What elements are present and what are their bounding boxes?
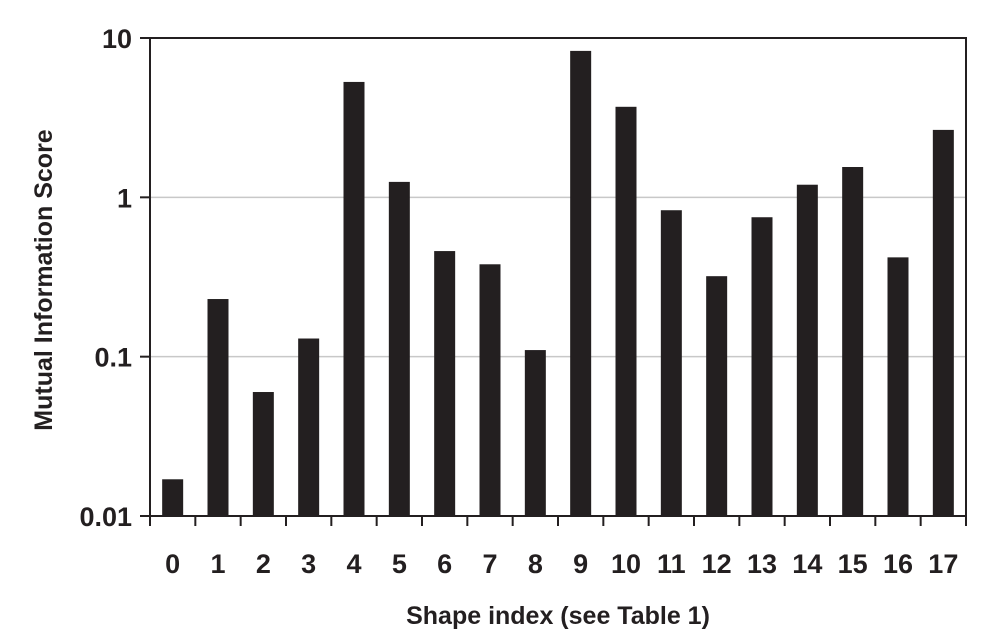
bar-16 <box>887 257 909 516</box>
bars-layer <box>162 50 954 517</box>
y-tick-label-1: 1 <box>117 183 132 213</box>
x-tick-label-14: 14 <box>792 549 822 579</box>
bar-0 <box>162 479 184 516</box>
bar-1 <box>207 299 229 516</box>
y-axis-title: Mutual Information Score <box>30 129 58 431</box>
bar-11 <box>660 210 682 516</box>
bar-7 <box>479 264 501 516</box>
bar-5 <box>388 181 410 516</box>
bar-4 <box>343 81 365 517</box>
x-tick-label-12: 12 <box>702 549 732 579</box>
x-tick-label-5: 5 <box>392 549 407 579</box>
bar-8 <box>524 350 546 516</box>
x-tick-label-13: 13 <box>747 549 777 579</box>
bar-13 <box>751 217 773 516</box>
y-tick-label-0.01: 0.01 <box>79 502 132 532</box>
bar-15 <box>842 167 864 517</box>
x-tick-label-16: 16 <box>883 549 913 579</box>
x-tick-label-9: 9 <box>573 549 588 579</box>
y-tick-label-10: 10 <box>102 24 132 54</box>
bar-10 <box>615 106 637 516</box>
bar-14 <box>796 184 818 517</box>
x-tick-label-8: 8 <box>528 549 543 579</box>
bar-17 <box>932 129 954 516</box>
x-tick-label-7: 7 <box>482 549 497 579</box>
bar-6 <box>434 251 456 516</box>
bar-9 <box>570 50 592 517</box>
bar-12 <box>706 276 728 516</box>
x-tick-label-3: 3 <box>301 549 316 579</box>
axes-layer <box>140 37 967 526</box>
x-tick-label-2: 2 <box>256 549 271 579</box>
bar-2 <box>252 392 274 516</box>
bar-3 <box>298 338 320 516</box>
x-axis-title: Shape index (see Table 1) <box>406 602 710 630</box>
x-tick-label-10: 10 <box>611 549 641 579</box>
x-tick-label-0: 0 <box>165 549 180 579</box>
x-tick-label-4: 4 <box>346 549 361 579</box>
x-tick-label-1: 1 <box>210 549 225 579</box>
x-tick-label-6: 6 <box>437 549 452 579</box>
x-tick-label-15: 15 <box>838 549 868 579</box>
x-tick-label-11: 11 <box>657 549 686 579</box>
x-tick-label-17: 17 <box>928 549 958 579</box>
y-tick-label-0.1: 0.1 <box>94 343 132 373</box>
